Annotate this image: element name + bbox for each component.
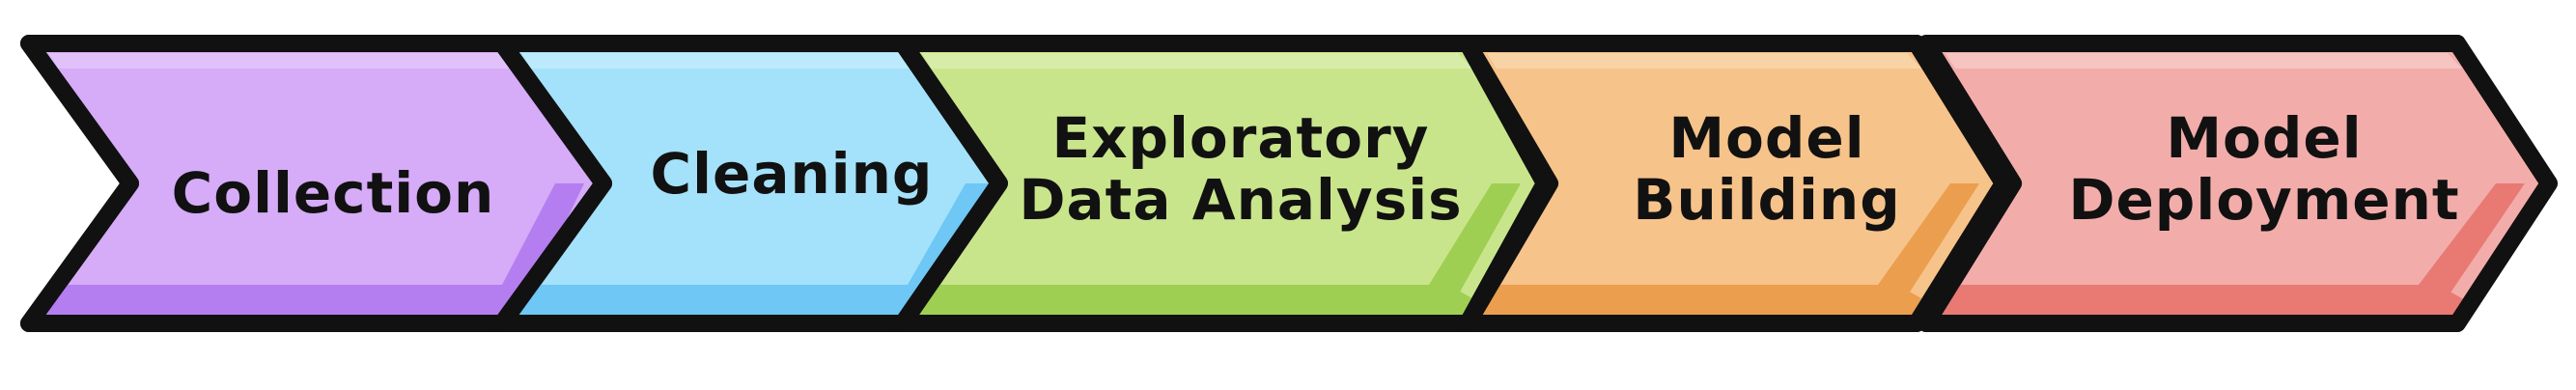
- stage-shadow: [512, 285, 958, 318]
- stage-label-line: Model: [2166, 105, 2362, 171]
- stage-highlight: [1946, 53, 2462, 69]
- stage-label-line: Deployment: [2068, 167, 2459, 233]
- stage-2: Cleaning: [493, 35, 1027, 332]
- stage-shadow: [39, 285, 552, 318]
- stage-highlight: [48, 53, 546, 69]
- stage-highlight: [521, 53, 951, 69]
- stage-label-line: Cleaning: [651, 141, 934, 207]
- stage-outline: [1918, 35, 2558, 332]
- stage-label-line: Model: [1668, 105, 1864, 171]
- stage-shadow: [912, 285, 1479, 318]
- stage-1: Collection: [20, 35, 617, 332]
- stage-label-line: Building: [1633, 167, 1900, 233]
- stage-shadow: [1477, 285, 1928, 318]
- stage-highlight: [922, 53, 1472, 69]
- stage-shadow-edge: [502, 183, 584, 304]
- stage-outline: [1459, 35, 2012, 332]
- stage-shadow: [1936, 285, 2469, 318]
- stage-label-line: Data Analysis: [1019, 167, 1462, 233]
- stage-label-line: Exploratory: [1051, 105, 1429, 171]
- stage-shadow-edge: [1429, 183, 1521, 304]
- stage-shadow-edge: [2419, 183, 2525, 304]
- stage-shadow-edge: [1878, 183, 1979, 304]
- stage-label-line: Collection: [172, 160, 495, 226]
- stage-highlight: [1487, 53, 1921, 69]
